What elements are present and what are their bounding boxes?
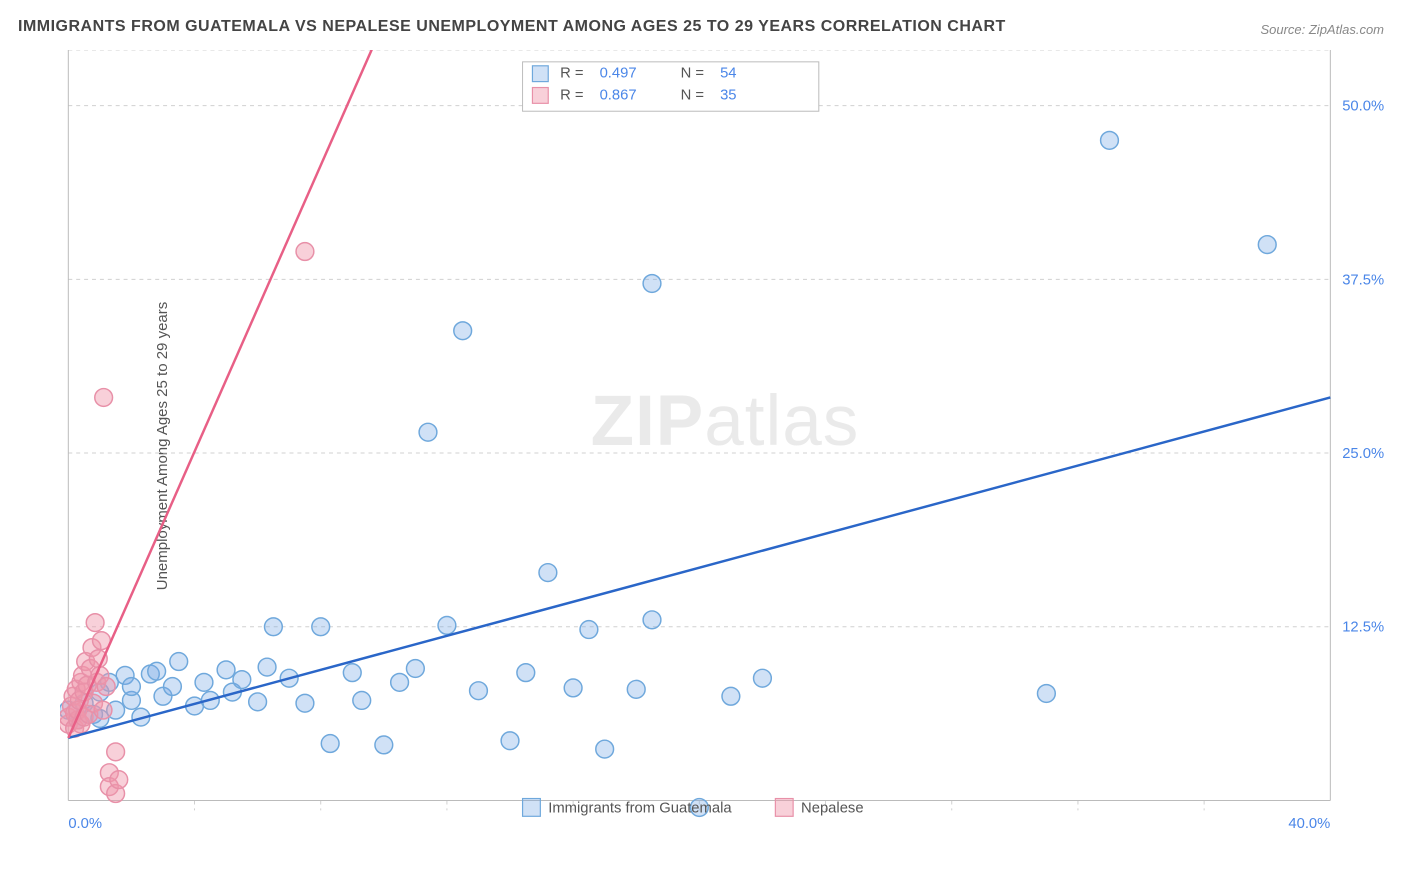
data-point	[470, 682, 488, 700]
data-point	[353, 692, 371, 710]
data-point	[580, 621, 598, 639]
data-point	[406, 660, 424, 678]
svg-text:ZIPatlas: ZIPatlas	[591, 382, 860, 461]
y-tick-label: 12.5%	[1342, 620, 1384, 636]
data-point	[94, 701, 112, 719]
data-point	[643, 611, 661, 629]
data-point	[596, 740, 614, 758]
data-point	[123, 678, 141, 696]
legend-n-label: N =	[681, 87, 704, 103]
data-point	[296, 694, 314, 712]
data-point	[249, 693, 267, 711]
data-point	[170, 653, 188, 671]
data-point	[419, 423, 437, 441]
legend-r-label: R =	[560, 87, 583, 103]
data-point	[643, 275, 661, 293]
legend-n-value: 54	[720, 66, 736, 82]
legend-n-value: 35	[720, 87, 736, 103]
data-point	[296, 243, 314, 261]
legend-series-label: Nepalese	[801, 800, 864, 816]
data-point	[517, 664, 535, 682]
legend-swatch	[532, 66, 548, 82]
legend-swatch	[532, 88, 548, 104]
data-point	[217, 661, 235, 679]
legend-r-value: 0.497	[600, 66, 637, 82]
data-point	[97, 678, 115, 696]
legend-r-label: R =	[560, 66, 583, 82]
data-point	[86, 614, 104, 632]
data-point	[501, 732, 519, 750]
trend-line	[68, 50, 384, 738]
data-point	[321, 735, 339, 753]
y-tick-label: 37.5%	[1342, 272, 1384, 288]
data-point	[539, 564, 557, 582]
legend-swatch	[775, 799, 793, 817]
data-point	[195, 673, 213, 691]
x-tick-label: 40.0%	[1288, 816, 1330, 832]
data-point	[391, 673, 409, 691]
source-label: Source: ZipAtlas.com	[1260, 22, 1384, 37]
data-point	[438, 616, 456, 634]
legend-r-value: 0.867	[600, 87, 637, 103]
data-point	[107, 743, 125, 761]
data-point	[627, 680, 645, 698]
data-point	[148, 662, 166, 680]
data-point	[265, 618, 283, 636]
legend-swatch	[523, 799, 541, 817]
data-point	[1101, 131, 1119, 149]
scatter-chart: ZIPatlas R = 0.497 N = 54 R = 0.867 N = 35 12.5…	[60, 50, 1390, 840]
data-point	[1037, 685, 1055, 703]
data-point	[258, 658, 276, 676]
legend-series-label: Immigrants from Guatemala	[548, 800, 732, 816]
data-point	[233, 671, 251, 689]
data-point	[1258, 236, 1276, 254]
data-point	[722, 687, 740, 705]
data-point	[375, 736, 393, 754]
x-tick-label: 0.0%	[68, 816, 102, 832]
chart-title: IMMIGRANTS FROM GUATEMALA VS NEPALESE UN…	[18, 18, 1006, 36]
y-tick-label: 50.0%	[1342, 99, 1384, 115]
legend-n-label: N =	[681, 66, 704, 82]
data-point	[110, 771, 128, 789]
data-point	[343, 664, 361, 682]
data-point	[95, 389, 113, 407]
y-tick-label: 25.0%	[1342, 446, 1384, 462]
data-point	[164, 678, 182, 696]
data-point	[454, 322, 472, 340]
data-point	[312, 618, 330, 636]
data-point	[754, 669, 772, 687]
data-point	[564, 679, 582, 697]
